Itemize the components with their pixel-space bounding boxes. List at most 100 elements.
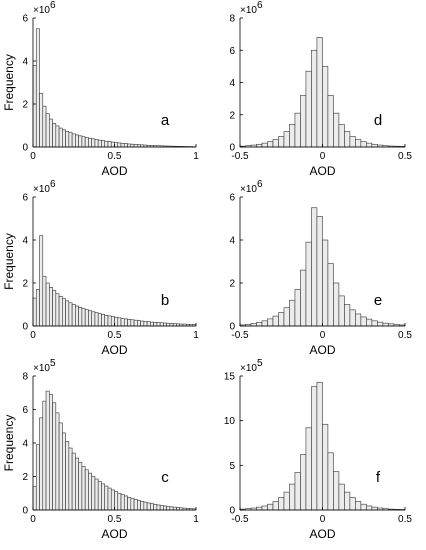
histogram-bar xyxy=(294,472,301,511)
histogram-bar xyxy=(110,316,115,327)
histogram-bar xyxy=(35,444,40,511)
x-axis-label: AOD xyxy=(309,527,335,541)
histogram-bar xyxy=(110,141,115,148)
histogram-bar xyxy=(39,417,44,511)
histogram-bar xyxy=(127,143,132,148)
histogram-bar xyxy=(294,289,301,327)
histogram-bar xyxy=(289,124,296,148)
histogram-bar xyxy=(55,125,60,148)
histogram-bar xyxy=(366,318,373,327)
y-tick-label: 2 xyxy=(22,100,28,111)
histogram-bar xyxy=(75,134,79,148)
y-tick-label: 8 xyxy=(22,372,28,383)
y-tick-label: 15 xyxy=(224,372,236,383)
histogram-bar xyxy=(166,322,171,327)
x-axis-label: AOD xyxy=(101,343,127,357)
y-tick-label: 2 xyxy=(229,110,235,121)
histogram-bar xyxy=(120,318,125,327)
y-tick-label: 6 xyxy=(22,14,28,25)
histogram-bar xyxy=(360,141,367,148)
histogram-bar xyxy=(62,129,66,148)
histogram-bar xyxy=(71,133,76,148)
histogram-bar xyxy=(133,319,138,327)
histogram-bar xyxy=(355,313,362,327)
histogram-bar xyxy=(52,290,57,327)
y-tick-label: 6 xyxy=(22,193,28,204)
x-tick-label: 0 xyxy=(320,330,326,341)
y-scale-label: ×106 xyxy=(33,179,56,195)
histogram-bar xyxy=(261,320,268,327)
histogram-bar xyxy=(123,143,128,148)
histogram-bar xyxy=(140,320,145,327)
histogram-bar xyxy=(283,131,290,148)
histogram-bar xyxy=(344,304,351,327)
panel-letter: f xyxy=(376,469,381,486)
histogram-bar xyxy=(81,136,86,148)
histogram-bar xyxy=(278,312,285,327)
y-axis-label: Frequency xyxy=(2,233,16,290)
histogram-bar xyxy=(117,142,122,148)
y-scale-label: ×106 xyxy=(240,179,263,195)
histogram-bar xyxy=(159,322,164,327)
histogram-bar xyxy=(84,137,89,148)
histogram-bar xyxy=(120,143,125,148)
y-tick-label: 10 xyxy=(224,416,236,427)
histogram-bar xyxy=(267,318,274,327)
histogram-bar xyxy=(117,317,122,327)
histogram-bar xyxy=(360,316,367,327)
y-tick-label: 2 xyxy=(22,472,28,483)
x-tick-label: -0.5 xyxy=(231,330,249,341)
histogram-bar xyxy=(143,321,148,327)
y-tick-label: 6 xyxy=(229,46,235,57)
histogram-bar xyxy=(327,263,334,327)
histogram-bar xyxy=(39,235,44,327)
histogram-bar xyxy=(377,321,384,327)
histogram-bar xyxy=(71,452,76,511)
histogram-bar xyxy=(349,309,356,327)
y-tick-label: 0 xyxy=(229,322,235,333)
histogram-bar xyxy=(153,504,158,511)
histogram-bar xyxy=(289,483,296,511)
x-tick-label: -0.5 xyxy=(231,514,249,525)
histogram-bar xyxy=(71,304,76,327)
histogram-bar xyxy=(42,276,47,327)
histogram-bar xyxy=(58,127,63,148)
histogram-bar xyxy=(366,505,373,511)
histogram-bar xyxy=(127,319,132,327)
histogram-bar xyxy=(107,487,112,511)
histogram-bar xyxy=(172,506,177,511)
y-tick-label: 4 xyxy=(229,236,235,247)
histogram-bar xyxy=(114,142,119,148)
histogram-bar xyxy=(153,322,158,327)
histogram-bar xyxy=(104,485,109,511)
histogram-bar xyxy=(305,427,312,511)
histogram-bar xyxy=(94,478,99,511)
histogram-bar xyxy=(35,289,40,327)
histogram-bar xyxy=(316,381,323,511)
x-tick-label: 0 xyxy=(320,151,326,162)
y-tick-label: 5 xyxy=(229,461,235,472)
y-scale-exponent: 6 xyxy=(257,179,263,190)
histogram-bar xyxy=(146,502,151,511)
histogram-bar xyxy=(311,386,318,511)
histogram-bar xyxy=(65,441,70,511)
histogram-bar xyxy=(256,143,263,148)
histogram-bar xyxy=(110,489,115,511)
y-scale-exponent: 6 xyxy=(257,0,263,11)
histogram-bar xyxy=(156,504,161,511)
x-axis-label: AOD xyxy=(101,527,127,541)
histogram-bar xyxy=(84,469,89,511)
histogram-bar xyxy=(338,483,345,511)
histogram-bar xyxy=(123,495,128,511)
histogram-bar xyxy=(305,241,312,327)
histogram-bar xyxy=(300,454,307,511)
histogram-bar xyxy=(322,423,329,511)
histogram-bar xyxy=(91,476,96,511)
histogram-bar xyxy=(114,316,119,327)
histogram-bar xyxy=(120,494,125,511)
histogram-bar xyxy=(88,472,92,511)
